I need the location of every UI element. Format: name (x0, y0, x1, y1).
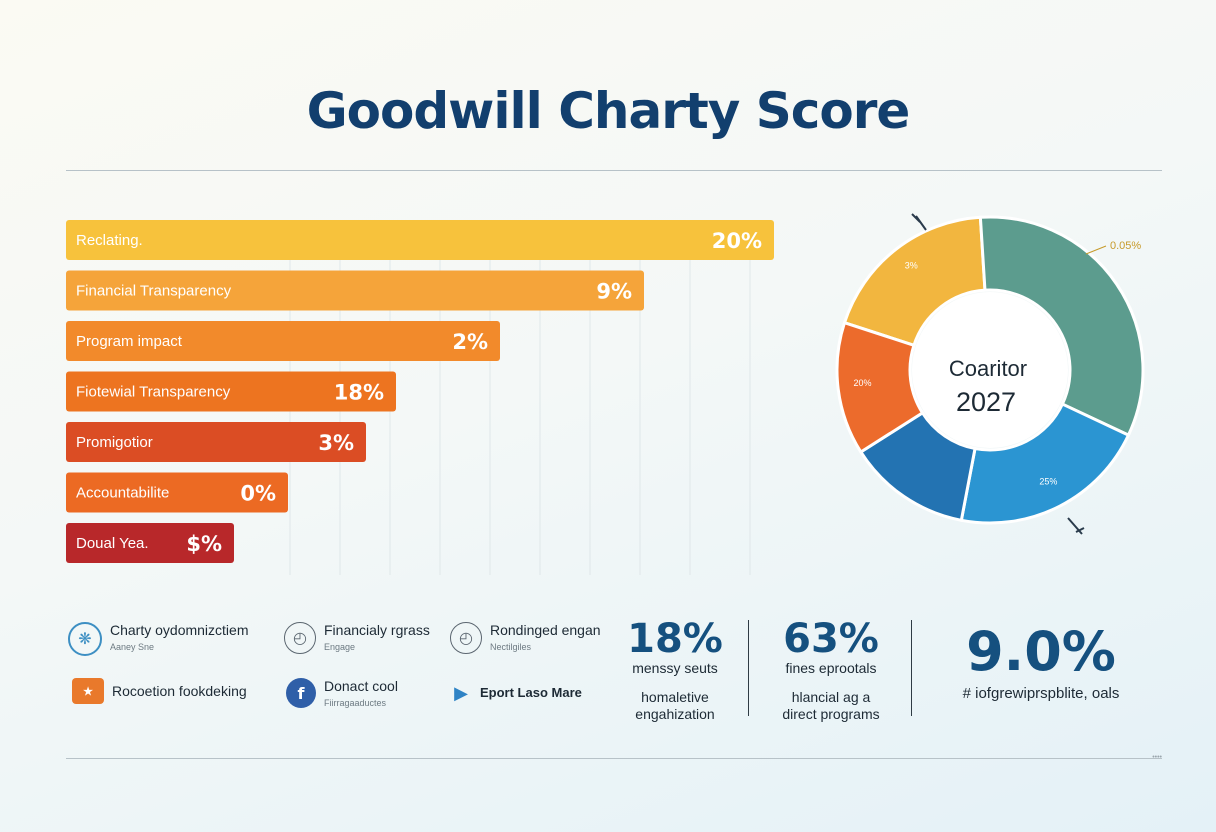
bar-category-label: Program impact (76, 333, 183, 350)
pin-icon (1067, 517, 1085, 535)
donut-hole (912, 292, 1068, 448)
stat-value: 18% (627, 616, 723, 662)
stat-caption: homaletive (641, 689, 709, 705)
legend-title: Rondinged engan (490, 622, 601, 638)
bar-category-label: Doual Yea. (76, 535, 149, 552)
bar-category-label: Financial Transparency (76, 283, 232, 300)
legend-item-2: ◴ Financialy rgrass Engage (284, 622, 430, 654)
donut-slice (978, 215, 1145, 438)
slice-label: 25% (1039, 476, 1057, 486)
legend-item-5: f Donact cool Fiirragaaductes (286, 678, 398, 708)
footnote: •••• (1152, 754, 1162, 761)
legend-item-1: ❋ Charty oydomnizctiem Aaney Sne (68, 622, 249, 656)
outer-slice-label: 0.05% (1110, 240, 1141, 252)
legend-subtitle: Aaney Sne (110, 642, 155, 652)
stat-block-2: 63% fines eprootals hlancial ag a direct… (768, 616, 894, 723)
stat-value: 9.0% (966, 620, 1116, 683)
bar-chart: Reclating. 20% Financial Transparency 9% Pro… (66, 220, 774, 575)
stat-divider (748, 620, 749, 716)
bar-category-label: Reclating. (76, 232, 143, 249)
stat-value: 63% (783, 616, 879, 662)
donut-slice (842, 215, 987, 348)
bar-value-label: 9% (596, 280, 632, 304)
legend-item-4: ★ Rocoetion fookdeking (72, 678, 247, 704)
stat-divider (911, 620, 912, 716)
legend-title: Eport Laso Mare (480, 685, 582, 700)
stat-caption: direct programs (782, 706, 880, 722)
bar-value-label: 3% (318, 431, 354, 455)
gauge-icon: ◴ (450, 622, 482, 654)
bar (66, 220, 774, 260)
donut-slice (835, 320, 925, 455)
bar-category-label: Fiotewial Transparency (76, 384, 231, 401)
stat-caption: menssy seuts (632, 660, 718, 676)
bar-value-label: 20% (712, 229, 762, 253)
gauge-icon: ◴ (284, 622, 316, 654)
slice-label: 20% (854, 378, 872, 388)
stat-block-3: 9.0% # iofgrewiprspblite, oals (936, 620, 1146, 702)
legend-subtitle: Engage (324, 642, 356, 652)
legend-title: Financialy rgrass (324, 622, 430, 638)
pin-icon (911, 213, 927, 231)
stat-caption: engahization (635, 706, 715, 722)
page-title: Goodwill Charty Score (306, 82, 911, 140)
slice-label: 3% (905, 260, 918, 270)
legend-title: Rocoetion fookdeking (112, 683, 247, 699)
bar-category-label: Promigotior (76, 434, 153, 451)
stat-block-1: 18% menssy seuts homaletive engahization (620, 616, 730, 723)
facebook-icon: f (286, 678, 316, 708)
play-icon: ▶ (454, 682, 468, 703)
bar-category-label: Accountabilite (76, 485, 169, 502)
donut-chart: 3% 25% 20% Coaritor 2027 0.05% (835, 213, 1145, 535)
bar-value-label: 2% (452, 330, 488, 354)
bar-value-label: 0% (240, 482, 276, 506)
bar (66, 472, 288, 513)
badge-icon: ★ (72, 678, 104, 704)
stat-caption: hlancial ag a (791, 689, 871, 705)
donut-slice (959, 402, 1131, 525)
stat-caption: fines eprootals (785, 660, 877, 676)
bar (66, 523, 234, 563)
bar (66, 371, 396, 412)
bottom-divider (66, 758, 1162, 759)
legend-item-6: ▶ Eport Laso Mare (450, 682, 582, 704)
bar-value-label: $% (186, 532, 222, 556)
legend-title: Donact cool (324, 678, 398, 694)
legend-subtitle: Fiirragaaductes (324, 698, 387, 708)
donut-center-year: 2027 (956, 387, 1016, 417)
legend-subtitle: Nectilgiles (490, 642, 532, 652)
stat-caption: # iofgrewiprspblite, oals (962, 685, 1120, 702)
legend-item-3: ◴ Rondinged engan Nectilgiles (450, 622, 601, 654)
bar (66, 270, 644, 311)
seal-icon: ❋ (68, 622, 102, 656)
bar (66, 321, 500, 361)
bar (66, 422, 366, 462)
top-divider (66, 170, 1162, 171)
donut-center-label: Coaritor (949, 356, 1027, 381)
bar-value-label: 18% (334, 381, 384, 405)
legend-title: Charty oydomnizctiem (110, 622, 249, 638)
leader-line (1085, 245, 1107, 255)
